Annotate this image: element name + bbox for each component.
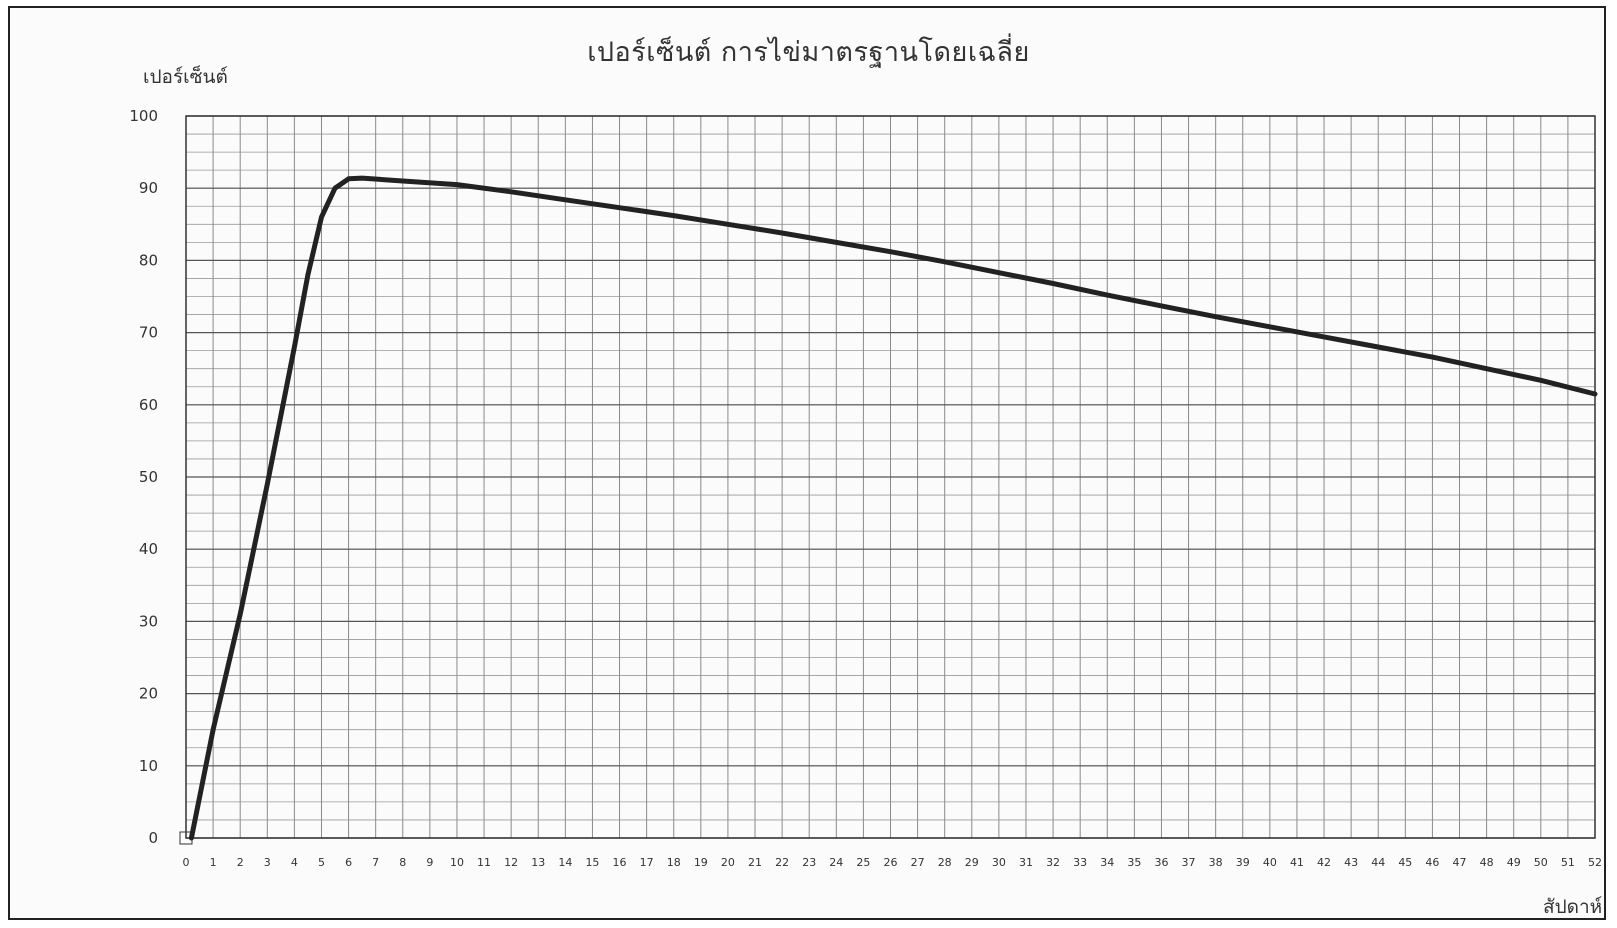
x-tick-label: 27 <box>911 856 925 869</box>
x-tick-label: 23 <box>802 856 816 869</box>
x-tick-label: 15 <box>585 856 599 869</box>
x-tick-label: 49 <box>1507 856 1521 869</box>
x-tick-label: 16 <box>613 856 627 869</box>
y-tick-label: 10 <box>139 757 158 775</box>
x-tick-label: 11 <box>477 856 491 869</box>
x-tick-label: 36 <box>1154 856 1168 869</box>
x-tick-label: 45 <box>1398 856 1412 869</box>
y-tick-label: 30 <box>139 612 158 630</box>
x-tick-label: 41 <box>1290 856 1304 869</box>
plot-border <box>185 115 1596 839</box>
x-tick-label: 34 <box>1100 856 1114 869</box>
x-tick-label: 32 <box>1046 856 1060 869</box>
x-tick-label: 44 <box>1371 856 1385 869</box>
y-tick-label: 20 <box>139 685 158 703</box>
x-tick-label: 24 <box>829 856 843 869</box>
x-tick-label: 12 <box>504 856 518 869</box>
y-tick-label: 60 <box>139 396 158 414</box>
x-tick-label: 10 <box>450 856 464 869</box>
x-tick-label: 40 <box>1263 856 1277 869</box>
chart-title: เปอร์เซ็นต์ การไข่มาตรฐานโดยเฉลี่ย <box>587 37 1030 68</box>
y-tick-label: 80 <box>139 251 158 269</box>
x-tick-label: 26 <box>884 856 898 869</box>
x-tick-label: 21 <box>748 856 762 869</box>
x-tick-label: 47 <box>1453 856 1467 869</box>
x-tick-label: 31 <box>1019 856 1033 869</box>
x-tick-label: 8 <box>399 856 406 869</box>
x-tick-label: 38 <box>1209 856 1223 869</box>
x-tick-label: 39 <box>1236 856 1250 869</box>
y-tick-label: 40 <box>139 540 158 558</box>
series-line <box>188 175 1598 841</box>
x-tick-label: 9 <box>426 856 433 869</box>
x-tick-label: 4 <box>291 856 298 869</box>
x-tick-label: 43 <box>1344 856 1358 869</box>
x-tick-label: 30 <box>992 856 1006 869</box>
x-tick-label: 19 <box>694 856 708 869</box>
x-tick-label: 6 <box>345 856 352 869</box>
x-tick-label: 5 <box>318 856 325 869</box>
x-axis-label: สัปดาห์ <box>1543 896 1603 918</box>
x-tick-label: 0 <box>183 856 190 869</box>
y-tick-label: 70 <box>139 324 158 342</box>
x-tick-label: 14 <box>558 856 572 869</box>
x-tick-label: 51 <box>1561 856 1575 869</box>
x-tick-label: 33 <box>1073 856 1087 869</box>
x-tick-label: 3 <box>264 856 271 869</box>
y-tick-label: 0 <box>148 829 158 847</box>
x-tick-label: 37 <box>1182 856 1196 869</box>
x-tick-label: 48 <box>1480 856 1494 869</box>
x-tick-label: 35 <box>1127 856 1141 869</box>
x-tick-label: 29 <box>965 856 979 869</box>
x-tick-label: 1 <box>210 856 217 869</box>
x-tick-label: 7 <box>372 856 379 869</box>
x-tick-label: 2 <box>237 856 244 869</box>
x-tick-label: 17 <box>640 856 654 869</box>
chart-frame <box>8 6 1606 920</box>
series-group <box>188 175 1598 841</box>
x-tick-label: 42 <box>1317 856 1331 869</box>
x-tick-label: 18 <box>667 856 681 869</box>
x-tick-label: 52 <box>1588 856 1602 869</box>
x-tick-label: 22 <box>775 856 789 869</box>
major-grid <box>185 115 1596 839</box>
x-tick-label: 28 <box>938 856 952 869</box>
x-tick-label: 25 <box>856 856 870 869</box>
x-tick-label: 20 <box>721 856 735 869</box>
y-tick-label: 100 <box>129 107 158 125</box>
y-axis-label: เปอร์เซ็นต์ <box>143 66 228 88</box>
x-tick-label: 13 <box>531 856 545 869</box>
x-tick-label: 46 <box>1425 856 1439 869</box>
y-tick-label: 50 <box>139 468 158 486</box>
y-tick-label: 90 <box>139 179 158 197</box>
x-tick-label: 50 <box>1534 856 1548 869</box>
